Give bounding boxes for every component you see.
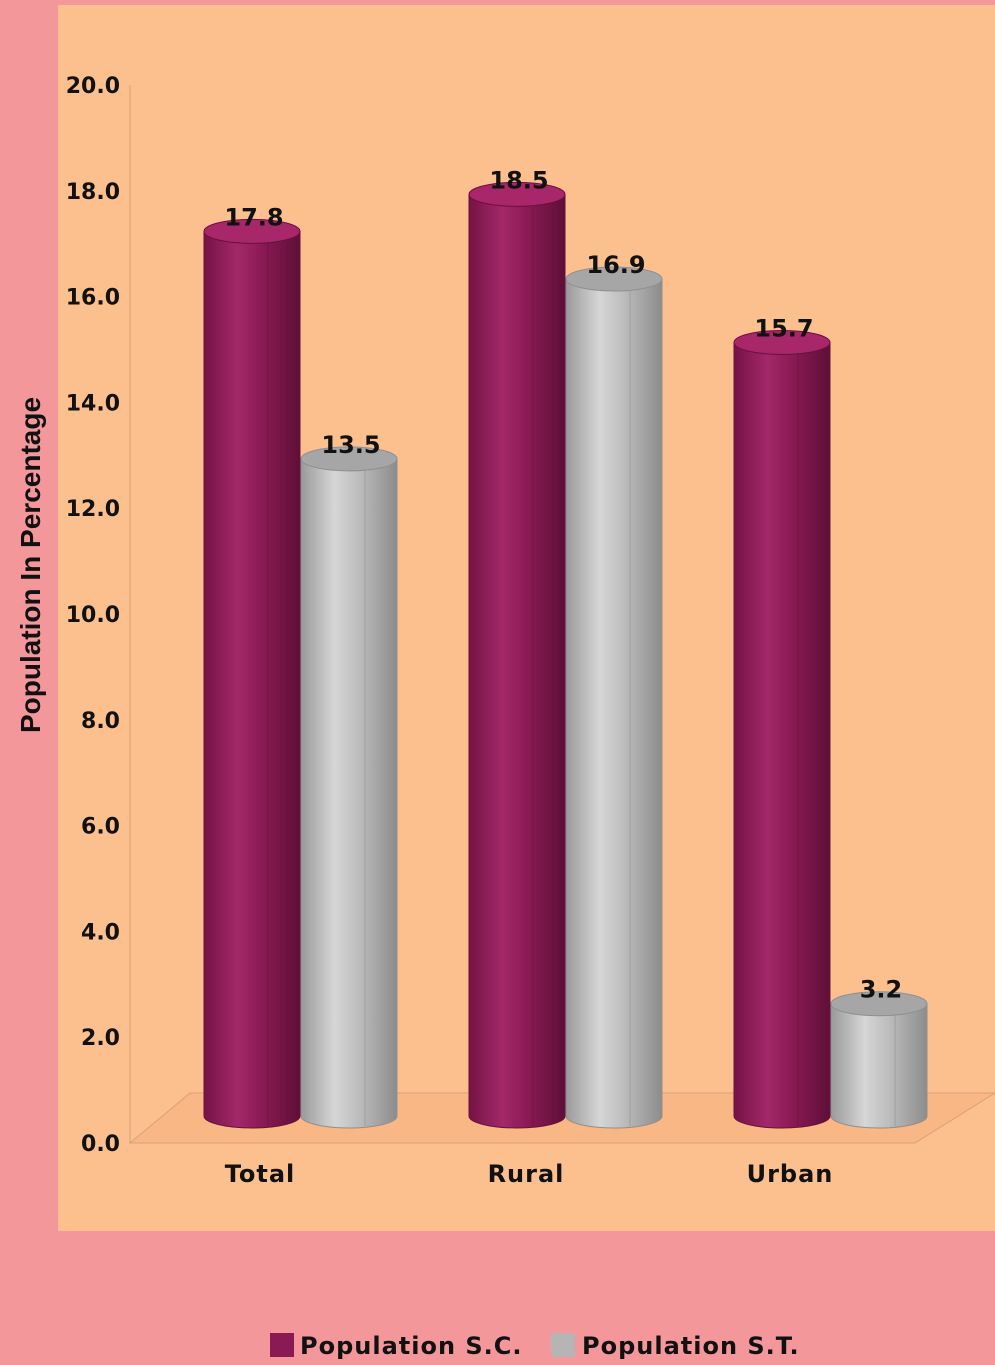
y-tick-label: 0.0 bbox=[81, 1132, 120, 1157]
x-axis-labels: Total Rural Urban bbox=[225, 1160, 834, 1188]
bars: 17.8 18.5 15.7 13.5 16.9 3.2 bbox=[203, 166, 928, 1129]
bar-sc-urban bbox=[733, 329, 831, 1129]
y-tick-label: 4.0 bbox=[81, 920, 120, 945]
x-tick-label-urban: Urban bbox=[747, 1160, 834, 1188]
y-tick-label: 12.0 bbox=[66, 497, 120, 522]
x-tick-label-rural: Rural bbox=[488, 1160, 565, 1188]
bar-st-urban bbox=[830, 991, 928, 1129]
data-label-sc-urban: 15.7 bbox=[754, 314, 813, 342]
data-label-st-urban: 3.2 bbox=[860, 976, 903, 1004]
y-tick-label: 20.0 bbox=[66, 74, 120, 99]
legend-swatch-sc bbox=[270, 1333, 294, 1357]
legend-label-sc: Population S.C. bbox=[300, 1332, 523, 1360]
legend-label-st: Population S.T. bbox=[582, 1332, 800, 1360]
y-tick-label: 2.0 bbox=[81, 1026, 120, 1051]
x-tick-label-total: Total bbox=[225, 1160, 296, 1188]
data-label-sc-rural: 18.5 bbox=[489, 166, 548, 194]
y-tick-label: 18.0 bbox=[66, 180, 120, 205]
bar-st-rural bbox=[565, 266, 663, 1129]
y-tick-label: 8.0 bbox=[81, 709, 120, 734]
y-tick-label: 10.0 bbox=[66, 603, 120, 628]
legend: Population S.C. Population S.T. bbox=[270, 1332, 800, 1360]
bar-sc-total bbox=[203, 218, 301, 1129]
y-axis-ticks: 0.0 2.0 4.0 6.0 8.0 10.0 12.0 14.0 16.0 18.0 20.0 bbox=[66, 74, 120, 1157]
data-label-st-rural: 16.9 bbox=[586, 251, 645, 279]
y-tick-label: 6.0 bbox=[81, 815, 120, 840]
legend-swatch-st bbox=[551, 1333, 575, 1357]
y-tick-label: 16.0 bbox=[66, 286, 120, 311]
bar-sc-rural bbox=[468, 181, 566, 1129]
bar-st-total bbox=[300, 446, 398, 1129]
data-label-st-total: 13.5 bbox=[321, 431, 380, 459]
y-tick-label: 14.0 bbox=[66, 391, 120, 416]
y-axis-label: Population In Percentage bbox=[15, 397, 46, 733]
data-label-sc-total: 17.8 bbox=[224, 203, 283, 231]
